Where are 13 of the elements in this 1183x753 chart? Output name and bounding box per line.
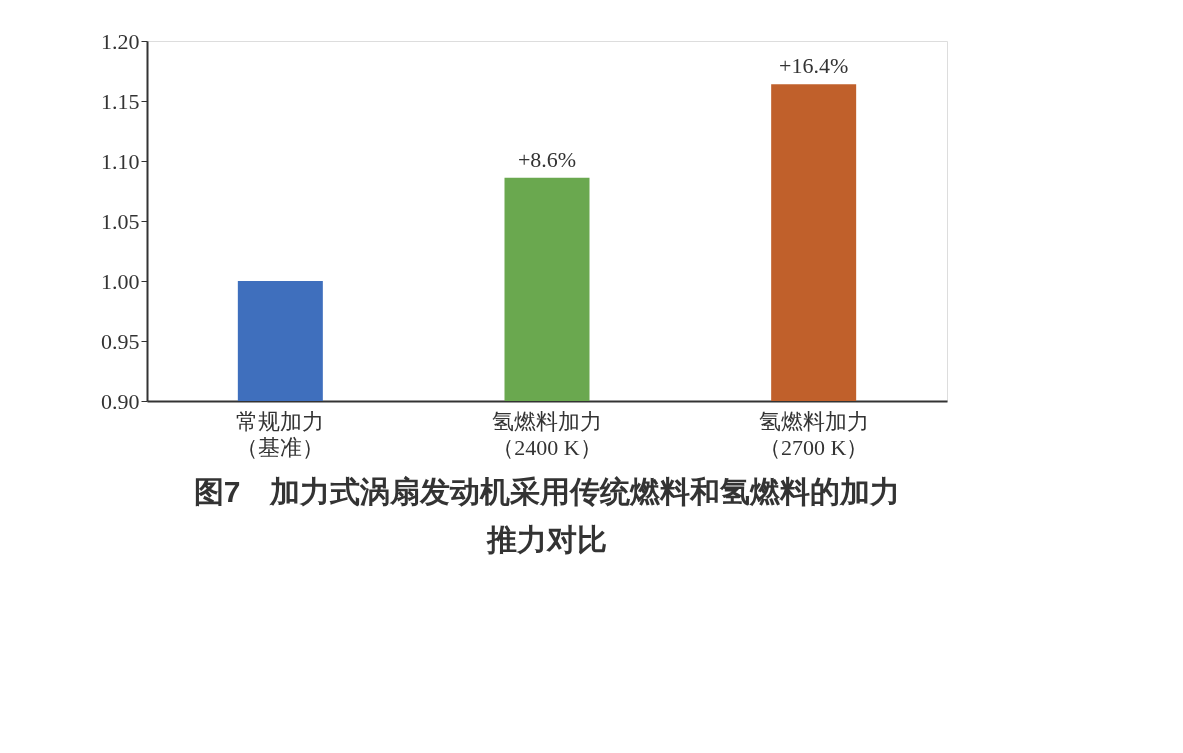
y-tick-label: 1.10 — [101, 148, 140, 174]
y-tick-label: 1.00 — [101, 268, 140, 294]
y-tick-label: 1.15 — [101, 88, 140, 114]
x-tick-label: 氢燃料加力（2700 K） — [758, 408, 869, 460]
y-tick-label: 0.90 — [101, 388, 140, 414]
text: 图7 加力式涡扇发动机采用传统燃料和氢燃料的加力推力对比 — [193, 475, 901, 556]
annotation: +16.4% — [779, 53, 849, 79]
x-tick-label: 常规加力（基准） — [236, 408, 325, 460]
y-tick-label: 1.20 — [101, 28, 140, 54]
annotation: +8.6% — [517, 146, 577, 172]
x-tick-label: 氢燃料加力（2400 K） — [492, 408, 602, 460]
y-tick-label: 1.05 — [101, 208, 140, 234]
y-tick-label: 0.95 — [101, 328, 140, 354]
